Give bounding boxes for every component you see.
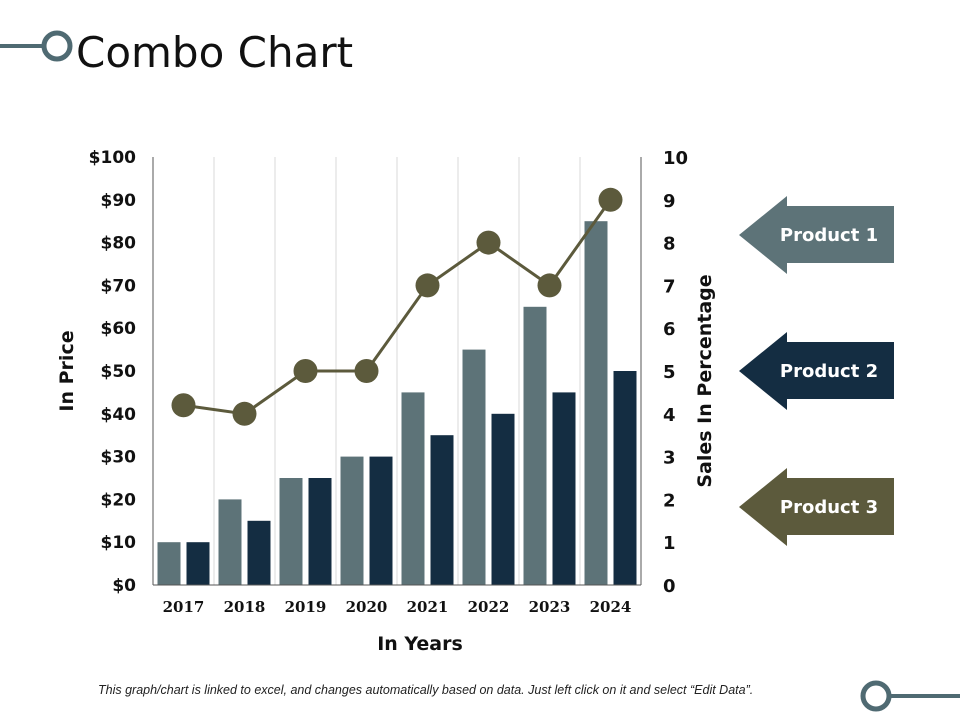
- legend-shape: [739, 196, 894, 274]
- x-tick-label: 2024: [590, 598, 632, 616]
- line-series: [171, 187, 623, 426]
- legend-label-product-1: Product 1: [779, 224, 879, 246]
- legend-shape: [739, 468, 894, 546]
- bar-product-2-2020: [369, 456, 393, 585]
- y2-tick-label: 4: [663, 405, 676, 426]
- y2-axis-ticks: 0 1 2 3 4 5 6 7 8 9 10: [663, 148, 688, 597]
- top-left-connector: [0, 30, 73, 62]
- bar-product-2-2018: [247, 520, 271, 585]
- legend-arrow-product-1: [739, 196, 894, 274]
- line-point-2022: [476, 230, 501, 255]
- x-tick-label: 2018: [224, 598, 266, 616]
- footnote: This graph/chart is linked to excel, and…: [98, 683, 754, 697]
- y-tick-label: $30: [101, 448, 137, 468]
- line-point-2019: [293, 359, 318, 383]
- bar-product-1-2017: [157, 542, 181, 585]
- y-tick-label: $70: [101, 276, 137, 296]
- slide-title: Combo Chart: [76, 28, 354, 77]
- x-axis-ticks: 2017 2018 2019 2020 2021 2022 2023 2024: [163, 598, 632, 616]
- y-tick-label: $20: [101, 490, 137, 510]
- y2-tick-label: 9: [663, 191, 676, 212]
- x-tick-label: 2017: [163, 598, 205, 616]
- grid-lines: [213, 157, 581, 585]
- y-tick-label: $80: [101, 234, 137, 254]
- y-axis-title: In Price: [56, 330, 78, 411]
- y-tick-label: $0: [112, 576, 136, 596]
- line-path: [183, 198, 612, 416]
- bar-product-2-2024: [613, 371, 637, 585]
- legend-label-product-3: Product 3: [779, 496, 879, 518]
- legend-product-1[interactable]: Product 1: [739, 196, 895, 274]
- y2-tick-label: 7: [663, 276, 676, 297]
- line-point-2024: [598, 187, 623, 212]
- y2-axis-title: Sales In Percentage: [694, 274, 716, 487]
- line-point-2023: [537, 273, 562, 298]
- line-point-2021: [415, 273, 440, 298]
- legend-arrow-product-3: [739, 468, 894, 546]
- bars: [157, 221, 637, 585]
- x-tick-label: 2021: [407, 598, 449, 616]
- bar-product-1-2023: [523, 306, 547, 585]
- line-point-2017: [171, 393, 196, 418]
- line-point-2018: [232, 401, 257, 426]
- y-axis-ticks: $0 $10 $20 $30 $40 $50 $60 $70 $80 $90 $100: [89, 148, 136, 596]
- y2-tick-label: 3: [663, 448, 676, 469]
- y-tick-label: $10: [101, 533, 137, 553]
- bar-product-1-2021: [401, 392, 425, 585]
- y2-tick-label: 1: [663, 533, 676, 554]
- x-tick-label: 2019: [285, 598, 327, 616]
- bar-product-2-2022: [491, 413, 515, 585]
- x-tick-label: 2020: [346, 598, 388, 616]
- y-tick-label: $50: [101, 362, 137, 382]
- legend-shape: [739, 332, 894, 410]
- bar-product-2-2021: [430, 435, 454, 585]
- legend-label-product-2: Product 2: [779, 360, 879, 382]
- y2-tick-label: 10: [663, 148, 688, 169]
- y-tick-label: $60: [101, 319, 137, 339]
- legend-product-2[interactable]: Product 2: [739, 332, 895, 410]
- y-tick-label: $100: [89, 148, 136, 168]
- bar-product-2-2023: [552, 392, 576, 585]
- legend-arrow-product-2: [739, 332, 894, 410]
- bar-product-1-2022: [462, 349, 486, 585]
- bar-product-2-2019: [308, 478, 332, 585]
- line-point-2020: [354, 359, 379, 383]
- bar-product-1-2018: [218, 499, 242, 585]
- x-tick-label: 2022: [468, 598, 510, 616]
- y2-tick-label: 8: [663, 234, 676, 255]
- y2-tick-label: 6: [663, 319, 676, 340]
- y2-tick-label: 5: [663, 362, 676, 383]
- combo-chart[interactable]: $0 $10 $20 $30 $40 $50 $60 $70 $80 $90 $100 0 1 2 3 4 5…: [0, 0, 960, 680]
- x-tick-label: 2023: [529, 598, 571, 616]
- y2-tick-label: 2: [663, 490, 676, 511]
- bar-product-1-2019: [279, 478, 303, 585]
- bottom-right-connector: [860, 680, 960, 712]
- bar-product-1-2024: [584, 221, 608, 585]
- x-axis-title: In Years: [377, 633, 463, 655]
- bar-product-2-2017: [186, 542, 210, 585]
- y-tick-label: $40: [101, 405, 137, 425]
- y-tick-label: $90: [101, 191, 137, 211]
- y2-tick-label: 0: [663, 576, 676, 597]
- legend-product-3[interactable]: Product 3: [739, 468, 895, 546]
- bar-product-1-2020: [340, 456, 364, 585]
